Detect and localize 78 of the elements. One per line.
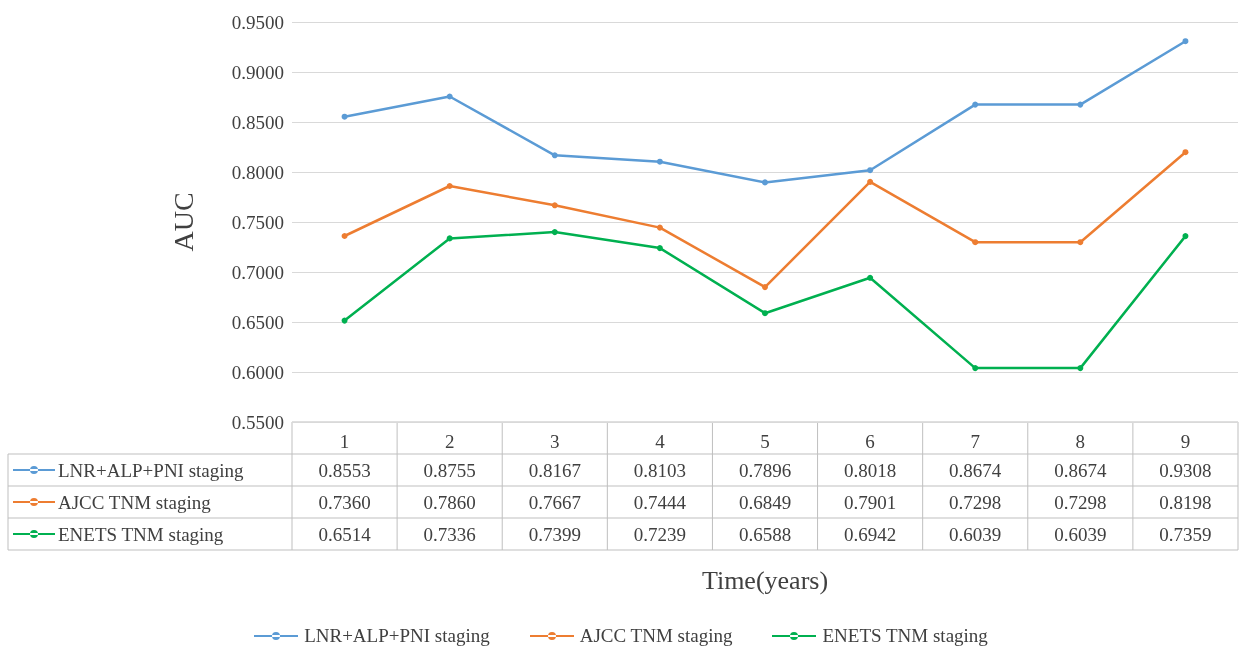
point: [1182, 233, 1189, 240]
data-label: 0.8674: [1054, 459, 1107, 481]
point: [867, 274, 874, 281]
data-label: 0.6588: [738, 523, 792, 545]
y-tick-label: 0.7000: [231, 261, 284, 283]
y-tick-label: 0.8000: [231, 161, 284, 183]
y-tick-label: 0.5500: [231, 411, 284, 433]
data-label: 0.7336: [423, 523, 476, 545]
y-tick-label: 0.7500: [231, 211, 284, 233]
legend-label: LNR+ALP+PNI staging: [58, 459, 245, 481]
point: [551, 229, 558, 236]
point: [867, 167, 874, 174]
point: [551, 152, 558, 159]
data-label: 0.7239: [633, 523, 687, 545]
data-label: 0.7359: [1159, 523, 1212, 545]
x-tick-label: 7: [970, 431, 980, 452]
data-label: 0.8103: [633, 459, 687, 481]
point: [762, 284, 768, 291]
y-tick-label: 0.6500: [231, 311, 284, 333]
point: [446, 183, 453, 189]
point: [656, 245, 663, 252]
data-label: 0.7901: [843, 491, 897, 513]
point: [341, 233, 348, 239]
point: [446, 235, 453, 242]
data-label: 0.7896: [738, 459, 792, 481]
data-label: 0.7399: [528, 523, 581, 545]
point: [762, 179, 768, 186]
data-label: 0.7360: [318, 491, 371, 513]
data-label: 0.7444: [633, 491, 687, 513]
data-label: 0.8018: [843, 459, 897, 481]
data-label: 0.8198: [1159, 491, 1212, 513]
y-tick-label: 0.9500: [231, 11, 284, 33]
point: [551, 202, 558, 209]
data-label: 0.6942: [843, 523, 897, 545]
data-label: 0.7667: [528, 491, 581, 513]
data-label: 0.7298: [949, 491, 1002, 513]
data-label: 0.6849: [738, 491, 792, 513]
point: [867, 178, 874, 185]
data-label: 0.8674: [949, 459, 1002, 481]
data-label: 0.6514: [318, 523, 372, 545]
x-tick-label: 4: [655, 431, 666, 452]
point: [1077, 365, 1084, 372]
x-tick-label: 8: [1075, 431, 1086, 452]
x-tick-label: 1: [339, 431, 350, 452]
y-tick-label: 0.8500: [231, 111, 284, 133]
point: [1182, 149, 1189, 156]
data-label: 0.6039: [1054, 523, 1107, 545]
point: [1077, 101, 1084, 108]
point: [1182, 38, 1189, 45]
x-tick-label: 6: [865, 431, 875, 452]
text: AJCC TNM staging: [579, 625, 733, 646]
text: ENETS TNM staging: [822, 625, 988, 646]
data-label: 0.8167: [528, 459, 581, 481]
legend-label: ENETS TNM staging: [58, 523, 224, 545]
data-label: 0.7298: [1054, 491, 1107, 513]
data-label: 0.6039: [949, 523, 1002, 545]
point: [1077, 239, 1084, 246]
point: [341, 317, 348, 324]
point: [656, 224, 663, 231]
data-label: 0.8755: [423, 459, 476, 481]
point: [972, 365, 979, 372]
x-axis-title: Time(years): [701, 565, 829, 595]
x-tick-label: 3: [550, 431, 560, 452]
point: [656, 158, 663, 165]
point: [972, 239, 979, 246]
point: [762, 310, 768, 317]
legend-label: AJCC TNM staging: [58, 491, 212, 513]
point: [972, 101, 979, 108]
y-tick-label: 0.9000: [231, 61, 284, 83]
y-axis-title: AUC: [167, 192, 199, 252]
data-label: 0.8553: [318, 459, 371, 481]
x-tick-label: 9: [1180, 431, 1191, 452]
data-label: 0.7860: [423, 491, 476, 513]
x-tick-label: 5: [760, 431, 770, 452]
data-label: 0.9308: [1159, 459, 1212, 481]
text: LNR+ALP+PNI staging: [304, 625, 490, 646]
x-tick-label: 2: [444, 431, 455, 452]
y-tick-label: 0.6000: [231, 361, 284, 383]
